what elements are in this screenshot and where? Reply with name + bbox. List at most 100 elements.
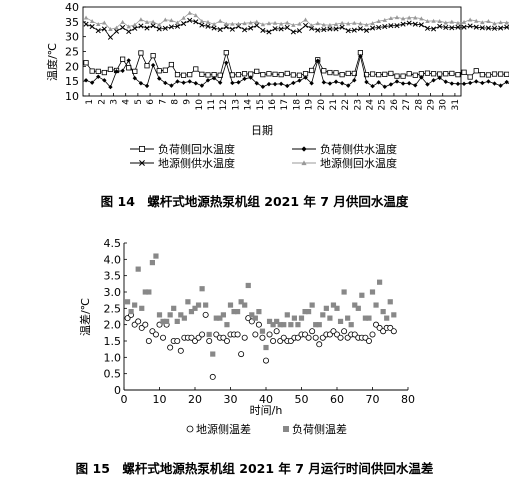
chart1-data-point [285,83,290,89]
chart1-x-tick-label: 30 [439,99,449,111]
chart2-data-point [238,299,244,305]
chart1-x-tick-label: 9 [183,99,193,105]
chart1-data-point [339,81,345,86]
chart1-data-point [321,68,327,74]
chart1-data-point [157,76,162,81]
chart2-data-point [274,318,280,324]
chart1-x-tick-label: 31 [451,99,461,110]
chart1-x-tick-label: 28 [414,99,424,111]
chart1-data-point [168,61,175,68]
chart1-data-point [498,83,503,88]
chart1-data-point [382,71,388,77]
chart2-y-tick-label: 0 [114,384,121,397]
chart2-data-point [203,302,209,308]
chart1-y-tick-label: 30 [65,31,79,44]
chart2-legend-marker [186,425,194,433]
chart2-data-point [252,331,259,338]
chart2-data-point [227,302,234,308]
chart1-data-point [156,26,162,32]
chart2-legend-label: 负荷侧温差 [292,422,347,436]
chart1-data-point [467,80,473,86]
chart1-data-point [89,68,95,74]
chart2-data-point [305,334,312,341]
chart2-data-point [273,328,280,335]
chart1-data-point [449,19,455,24]
chart1-data-point [266,81,272,87]
chart1-data-point [485,25,491,31]
chart1-series [83,10,509,90]
chart1-data-point [382,84,387,90]
chart2-data-point [302,309,308,315]
chart1-y-tick-label: 15 [65,75,79,88]
chart2-data-point [199,331,206,338]
chart1-data-point [437,23,443,29]
chart1-data-point [309,81,314,86]
chart2-data-point [309,302,315,308]
chart1-data-point [83,21,89,27]
chart1-data-point [400,16,406,21]
chart1-data-point [394,73,400,79]
chart2-data-point [348,322,354,328]
chart1-data-point [126,24,131,29]
chart1-legend-marker [301,146,307,152]
chart1-data-point [217,18,223,23]
chart2-data-point [178,312,184,318]
chart2-x-tick-label: 60 [330,393,344,406]
chart1-data-point [437,19,442,23]
chart1-data-point [224,60,229,65]
chart1-data-point [406,81,412,86]
chart1-data-point [242,21,247,26]
chart1-data-point [89,19,95,23]
chart2-data-point [202,311,209,318]
chart1-legend-marker [138,145,145,152]
chart2-data-point [199,286,205,292]
chart2-data-point [298,315,305,321]
chart1-data-point [303,17,308,22]
chart1-data-point [346,83,351,88]
chart2-data-point [288,322,294,328]
chart1-data-point [412,21,418,27]
chart2-data-point [164,318,170,324]
chart1-x-tick-label: 15 [256,99,266,110]
chart2-x-tick-label: 20 [188,393,202,406]
chart2-data-point [313,322,319,328]
chart1-data-point [485,72,492,78]
chart2-data-point [156,312,163,318]
chart2-data-point [195,302,202,308]
chart1-data-point [352,20,357,25]
chart1-data-point [424,25,431,31]
chart1-data-point [321,22,327,27]
chart1-y-tick-label: 10 [65,90,79,103]
chart1-data-point [345,28,351,34]
chart2-data-point [262,357,269,364]
chart2-data-point [160,334,167,341]
chart1-x-tick-label: 8 [170,99,180,105]
chart1-x-tick-label: 16 [268,99,278,111]
figure15-caption: 图 15 螺杆式地源热泵机组 2021 年 7 月运行时间供回水温差 [75,461,434,476]
chart1-data-point [321,80,327,85]
chart1-data-point [187,72,193,78]
chart1-data-point [376,24,382,31]
chart1-data-point [211,76,217,81]
chart1-data-point [138,50,144,56]
chart1-data-point [492,81,497,86]
chart1-data-point [461,24,467,30]
chart1-data-point [388,70,394,77]
chart1-x-tick-label: 24 [366,99,376,111]
chart1-data-point [150,53,156,59]
chart1-data-point [370,21,375,26]
chart1-data-point [126,65,132,71]
chart1-data-point [351,27,357,33]
chart2-data-point [192,305,198,311]
chart1-data-point [205,78,211,83]
chart2-x-tick-label: 30 [224,393,238,406]
chart1-data-point [297,78,302,83]
chart1-data-point [443,71,449,77]
chart1-data-point [107,34,113,40]
chart2-data-point [124,299,131,305]
chart1-data-point [480,20,485,25]
chart1-data-point [443,24,449,31]
chart1-data-point [193,13,198,18]
chart1-data-point [382,17,387,22]
